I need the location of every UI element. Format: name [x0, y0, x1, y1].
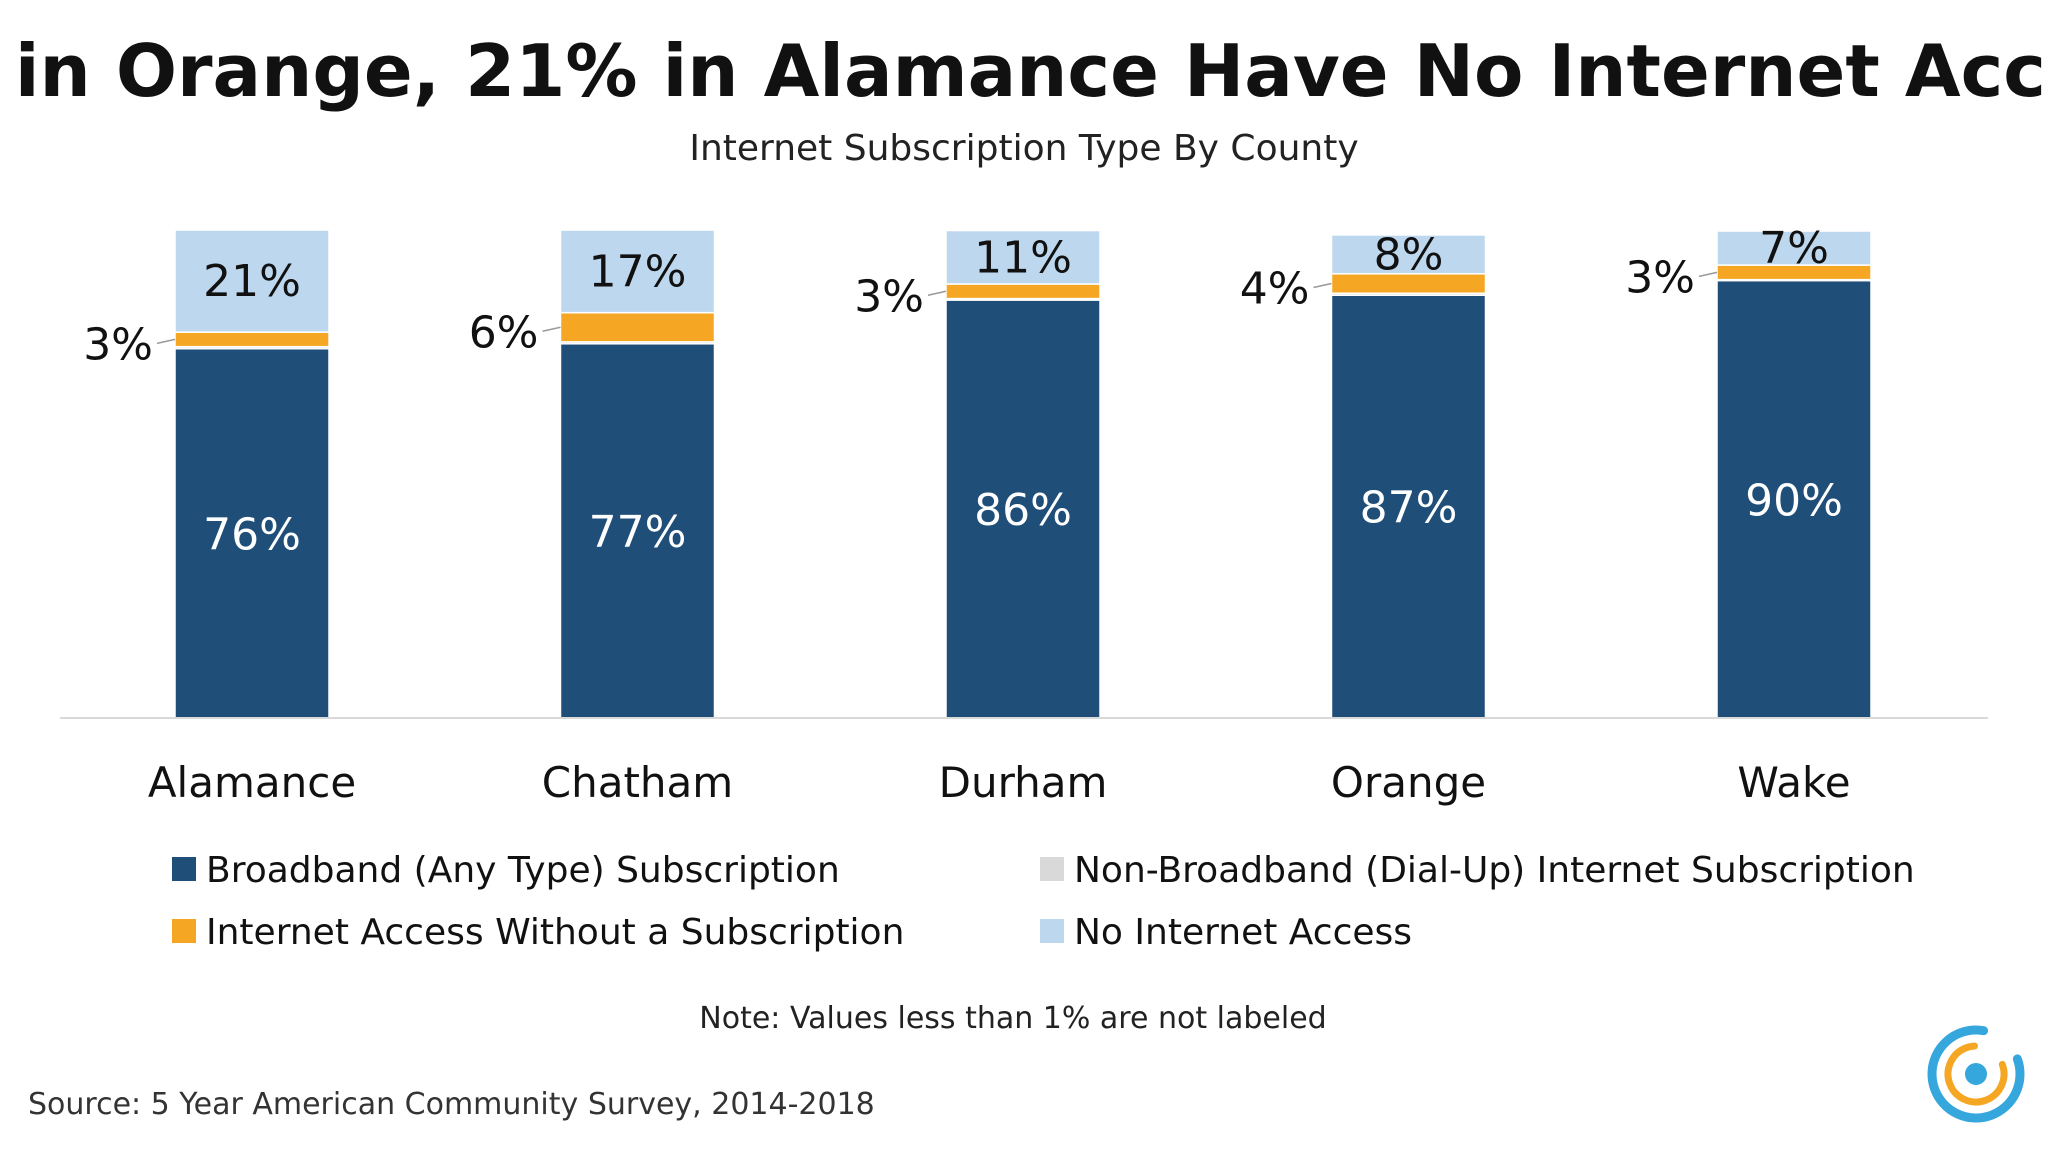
- data-label: 3%: [83, 319, 153, 370]
- x-tick-label: Wake: [1737, 758, 1850, 807]
- data-label: 3%: [854, 271, 924, 322]
- bar-segment: [1716, 230, 1872, 266]
- legend-label: No Internet Access: [1074, 912, 1412, 953]
- x-tick-label: Durham: [939, 758, 1108, 807]
- legend-swatch: [1040, 857, 1064, 881]
- x-tick-label: Chatham: [542, 758, 733, 807]
- bar-segment: [174, 229, 330, 333]
- logo-center-dot: [1965, 1063, 1987, 1085]
- logo-outer-arc: [1927, 1025, 2025, 1123]
- bar-segment: [559, 311, 716, 343]
- bars-group: [174, 229, 1872, 719]
- leader-line: [1698, 271, 1718, 278]
- chart-subtitle: Internet Subscription Type By County: [689, 128, 1358, 169]
- data-label: 21%: [203, 256, 301, 307]
- x-tick-label: Orange: [1331, 758, 1486, 807]
- legend-label: Non-Broadband (Dial-Up) Internet Subscri…: [1074, 850, 1915, 891]
- bar-segment: [174, 347, 330, 719]
- data-label: 17%: [589, 246, 687, 297]
- x-tick-label: Alamance: [148, 758, 356, 807]
- chart-note: Note: Values less than 1% are not labele…: [699, 1001, 1326, 1036]
- leader-line: [542, 326, 561, 332]
- logo-middle-arc: [1944, 1042, 2008, 1106]
- legend-label: Internet Access Without a Subscription: [206, 912, 904, 953]
- leader-line: [927, 290, 947, 297]
- bar-segment: [559, 343, 716, 719]
- data-label: 6%: [469, 307, 539, 358]
- legend-swatch: [172, 919, 196, 943]
- data-label: 4%: [1240, 264, 1310, 315]
- data-label: 11%: [974, 232, 1072, 283]
- data-label: 76%: [203, 509, 301, 560]
- legend-swatch: [1040, 919, 1064, 943]
- bar-segment: [559, 229, 716, 314]
- chart-title: 8% in Orange, 21% in Alamance Have No In…: [0, 29, 2048, 113]
- legend-swatch: [172, 857, 196, 881]
- x-tick-labels-group: Alamance Chatham Durham Orange Wake: [148, 758, 1851, 807]
- legend: Broadband (Any Type) Subscription Non-Bro…: [172, 850, 1915, 953]
- logo-icon: [1927, 1025, 2025, 1123]
- data-label: 7%: [1759, 223, 1829, 274]
- data-label: 86%: [974, 485, 1072, 536]
- leader-line: [1313, 282, 1332, 289]
- bar-segment: [174, 331, 330, 348]
- legend-label: Broadband (Any Type) Subscription: [206, 850, 840, 891]
- data-label: 77%: [589, 507, 687, 558]
- data-label: 87%: [1360, 483, 1458, 534]
- bar-segment: [1716, 279, 1872, 719]
- bar-segment: [945, 229, 1101, 285]
- data-label: 90%: [1745, 475, 1843, 526]
- data-labels-group: 76% 3% 21% 77% 6% 17% 86% 3% 11% 87% 4% 8% 90% 3% 7%: [83, 223, 1843, 560]
- leader-line: [156, 338, 176, 345]
- chart-source: Source: 5 Year American Community Survey…: [28, 1087, 875, 1122]
- data-label: 8%: [1374, 229, 1444, 280]
- bar-segment: [945, 283, 1101, 300]
- data-label: 3%: [1625, 252, 1695, 303]
- bar-segment: [1330, 294, 1487, 719]
- bar-segment: [1330, 234, 1487, 275]
